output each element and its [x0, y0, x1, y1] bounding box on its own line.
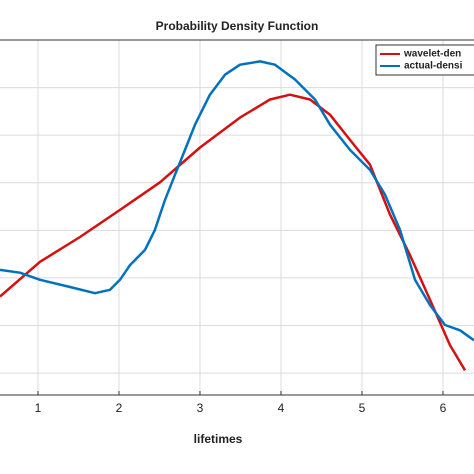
x-tick-label: 5	[359, 401, 366, 415]
x-tick-label: 4	[278, 401, 285, 415]
x-tick-label: 6	[440, 401, 447, 415]
chart-title: Probability Density Function	[156, 19, 319, 33]
legend-label: wavelet-den	[403, 49, 461, 60]
x-axis-label: lifetimes	[194, 432, 243, 446]
x-tick-label: 1	[35, 401, 42, 415]
legend-label: actual-densi	[404, 61, 463, 72]
x-tick-label: 2	[116, 401, 123, 415]
data-line	[0, 93, 467, 371]
legend-box	[375, 44, 474, 76]
x-tick-label: 3	[197, 401, 204, 415]
data-line	[0, 60, 474, 342]
